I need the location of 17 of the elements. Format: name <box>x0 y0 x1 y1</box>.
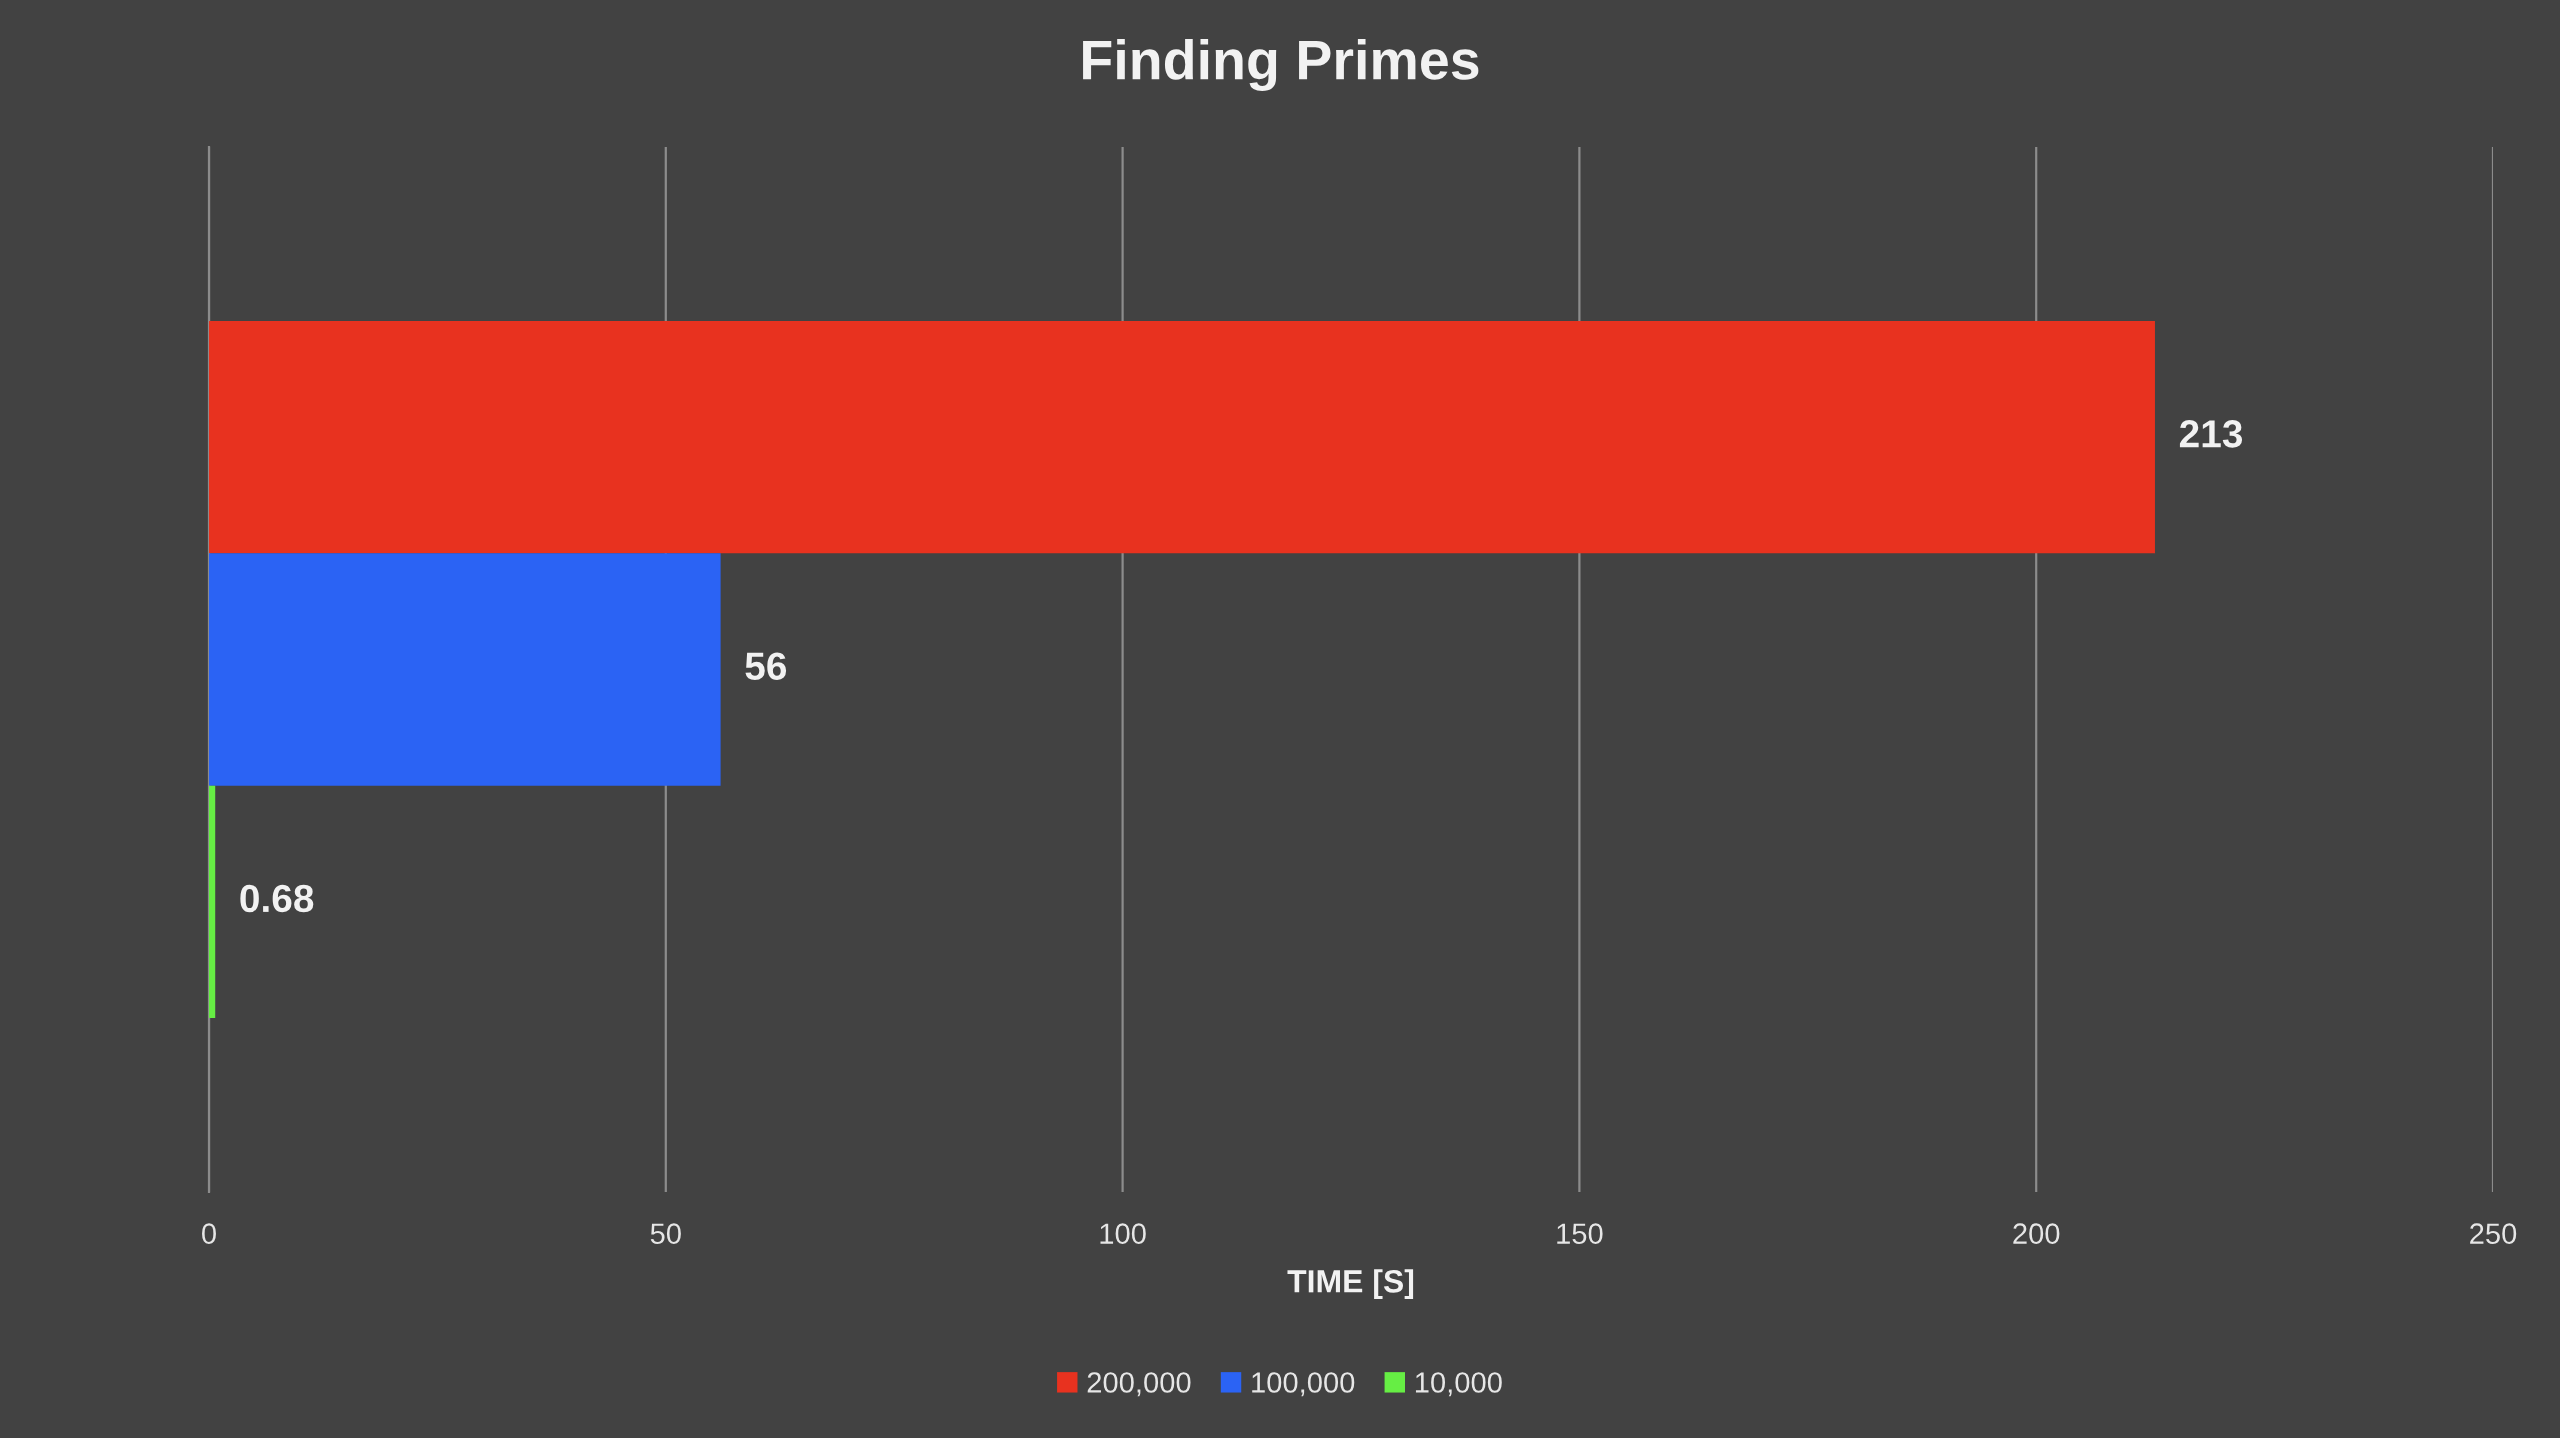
x-tick-label: 150 <box>1557 1223 1603 1244</box>
bar <box>209 320 2155 554</box>
chart-title: Finding Primes <box>1083 38 1479 92</box>
x-tick-label: 100 <box>1100 1223 1146 1244</box>
x-tick-label: 250 <box>2470 1223 2517 1244</box>
x-tick-label: 200 <box>2013 1223 2060 1244</box>
data-label: 0.68 <box>240 884 314 913</box>
data-label: 213 <box>2179 420 2243 448</box>
legend-label: 200,000 <box>1087 1372 1191 1397</box>
x-tick-label: 0 <box>202 1223 216 1244</box>
data-label: 56 <box>745 652 787 680</box>
bar <box>209 553 721 786</box>
x-tick-label: 50 <box>650 1223 681 1244</box>
legend-label: 10,000 <box>1415 1372 1502 1397</box>
legend-label: 100,000 <box>1252 1372 1355 1397</box>
bar <box>209 785 216 1019</box>
x-axis-title: TIME [S] <box>1287 1269 1414 1299</box>
